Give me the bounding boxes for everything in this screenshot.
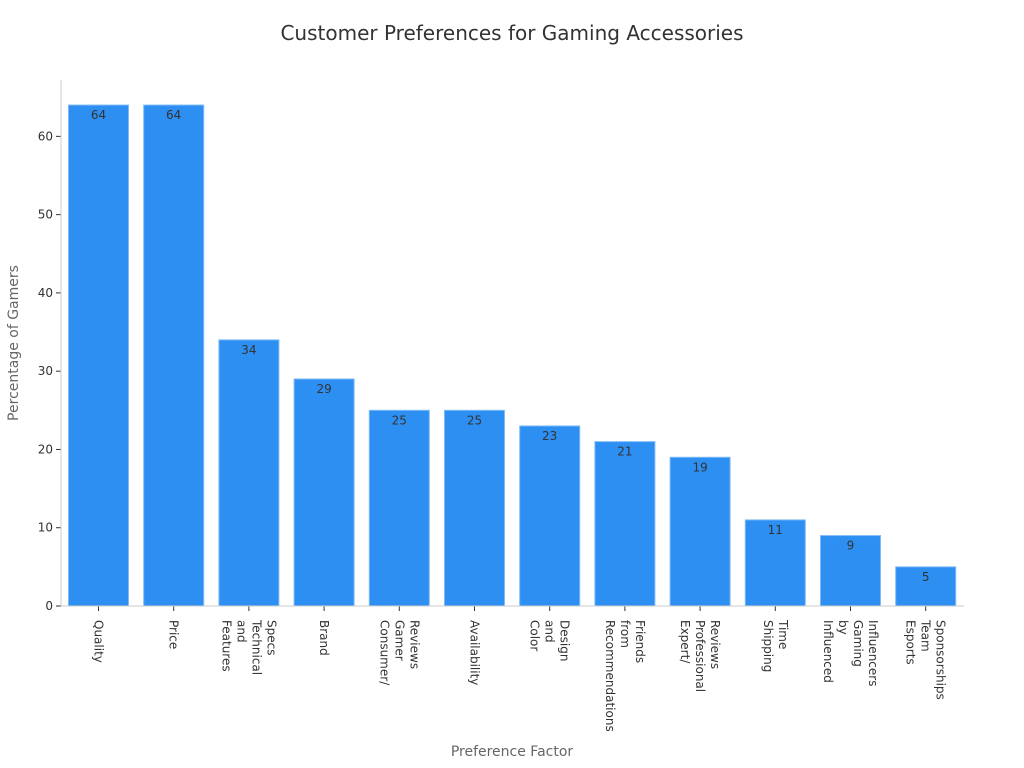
x-tick-label: Influenced by Gaming Influencers bbox=[821, 620, 880, 686]
bar-value-label: 9 bbox=[847, 539, 855, 553]
x-tick-label: Color and Design bbox=[528, 620, 572, 661]
x-tick-label: Expert/Professional Reviews bbox=[678, 620, 722, 692]
x-tick-label: Availability bbox=[468, 620, 482, 685]
x-tick-label: Consumer/Gamer Reviews bbox=[377, 620, 421, 686]
x-tick-label-line: Influenced bbox=[821, 620, 835, 683]
bar bbox=[820, 535, 881, 607]
x-tick-label-line: from bbox=[618, 620, 632, 648]
y-axis-label: Percentage of Gamers bbox=[6, 265, 22, 421]
y-tick-label: 10 bbox=[38, 521, 53, 535]
chart-title: Customer Preferences for Gaming Accessor… bbox=[280, 21, 743, 45]
bar bbox=[218, 339, 280, 607]
bar-value-label: 64 bbox=[166, 108, 181, 122]
bar-value-label: 5 bbox=[922, 570, 930, 584]
bar bbox=[895, 566, 957, 607]
x-tick-label-line: Quality bbox=[92, 620, 106, 663]
bar bbox=[594, 441, 656, 607]
bar bbox=[368, 409, 430, 607]
y-tick-label: 20 bbox=[38, 442, 53, 456]
y-axis-ticks: 0 10 20 30 40 50 60 bbox=[38, 129, 61, 613]
x-tick-label-line: Specs bbox=[264, 620, 278, 655]
x-tick-label-line: Team bbox=[919, 619, 933, 652]
x-tick-label-line: Consumer/ bbox=[377, 620, 391, 686]
x-tick-label: Quality bbox=[92, 620, 106, 663]
x-tick-label-line: Expert/ bbox=[678, 620, 692, 664]
bar-value-label: 11 bbox=[768, 523, 783, 537]
bar bbox=[143, 104, 205, 607]
x-tick-label-line: Sponsorships bbox=[934, 620, 948, 700]
bar-value-label: 19 bbox=[692, 460, 707, 474]
x-tick-label: Esports Team Sponsorships bbox=[904, 619, 948, 700]
x-tick-label-line: Shipping bbox=[761, 620, 775, 672]
y-tick-label: 30 bbox=[38, 364, 53, 378]
x-tick-label-line: Gamer bbox=[392, 620, 406, 661]
x-tick-label-line: Recommendations bbox=[603, 620, 617, 732]
x-tick-label-line: Esports bbox=[904, 620, 918, 665]
bar-value-label: 25 bbox=[467, 413, 482, 427]
x-tick-label-line: Technical bbox=[249, 619, 263, 675]
bar-value-label: 21 bbox=[617, 445, 632, 459]
x-tick-label-line: Color bbox=[528, 620, 542, 651]
x-tick-label-line: Friends bbox=[633, 620, 647, 663]
x-tick-label-line: Features bbox=[219, 620, 233, 672]
bar bbox=[744, 519, 806, 607]
bar-value-label: 34 bbox=[241, 343, 256, 357]
x-tick-label: Price bbox=[167, 620, 181, 649]
y-tick-label: 60 bbox=[38, 129, 53, 143]
x-tick-label-line: Design bbox=[558, 620, 572, 661]
bar bbox=[68, 104, 129, 607]
x-tick-label-line: and bbox=[543, 620, 557, 643]
bar-value-label: 29 bbox=[316, 382, 331, 396]
x-tick-label-line: Brand bbox=[317, 620, 331, 656]
x-tick-label-line: Gaming bbox=[851, 620, 865, 667]
x-tick-label-line: Reviews bbox=[708, 620, 722, 669]
x-tick-label-line: and bbox=[234, 620, 248, 643]
bars-group: 64 64 34 29 25 25 23 21 19 11 9 5 bbox=[68, 104, 957, 607]
y-tick-label: 0 bbox=[45, 599, 53, 613]
x-tick-label-line: Availability bbox=[468, 620, 482, 685]
x-tick-label-line: Reviews bbox=[407, 620, 421, 669]
x-tick-label-line: Time bbox=[776, 619, 790, 649]
x-tick-label: Recommendations from Friends bbox=[603, 620, 647, 732]
y-tick-label: 40 bbox=[38, 286, 53, 300]
bar-value-label: 64 bbox=[91, 108, 106, 122]
x-tick-label-line: Price bbox=[167, 620, 181, 649]
y-tick-label: 50 bbox=[38, 208, 53, 222]
x-tick-label-line: Influencers bbox=[866, 620, 880, 686]
x-axis-label: Preference Factor bbox=[451, 744, 574, 760]
x-tick-label: Shipping Time bbox=[761, 619, 790, 672]
bar bbox=[444, 409, 505, 607]
x-tick-label: Features and Technical Specs bbox=[219, 619, 278, 675]
x-tick-label-line: by bbox=[836, 620, 850, 635]
x-tick-label: Brand bbox=[317, 620, 331, 656]
bar-value-label: 25 bbox=[392, 413, 407, 427]
x-axis-ticks: Quality Price Features and Technical Specs Bra… bbox=[92, 606, 948, 732]
bar bbox=[293, 378, 355, 607]
x-tick-label-line: Professional bbox=[693, 620, 707, 692]
bar bbox=[669, 456, 731, 607]
bar-value-label: 23 bbox=[542, 429, 557, 443]
bar bbox=[519, 425, 581, 607]
